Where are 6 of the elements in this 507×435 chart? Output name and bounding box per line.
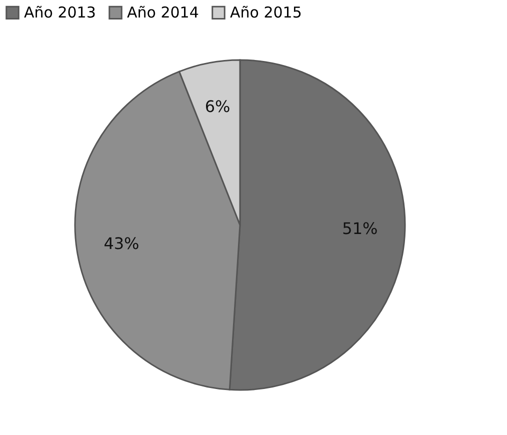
data-label: 51% [342, 218, 378, 238]
legend-label: Año 2014 [127, 4, 199, 22]
legend-label: Año 2015 [230, 4, 302, 22]
legend-label: Año 2013 [24, 4, 96, 22]
data-label: 6% [204, 97, 230, 116]
data-label: 43% [104, 234, 140, 253]
